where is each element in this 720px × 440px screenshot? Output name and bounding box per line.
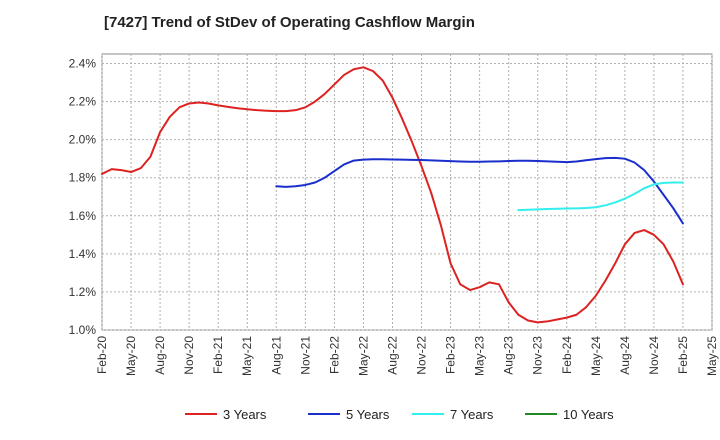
y-tick-label: 2.2%: [69, 95, 97, 109]
legend-label: 10 Years: [563, 407, 614, 422]
x-tick-label: Nov-23: [531, 336, 545, 375]
legend-label: 3 Years: [223, 407, 267, 422]
y-tick-label: 1.6%: [69, 209, 97, 223]
axis-layer: 1.0% 1.2% 1.4% 1.6% 1.8% 2.0% 2.2% 2.4% Feb-20 Ma…: [69, 57, 719, 376]
x-tick-label: May-24: [589, 336, 603, 376]
x-tick-label: Nov-21: [298, 336, 312, 375]
x-tick-label: Aug-21: [269, 336, 283, 375]
x-tick-label: Nov-20: [182, 336, 196, 375]
x-tick-label: Feb-20: [95, 336, 109, 374]
y-tick-label: 2.0%: [69, 133, 97, 147]
grid-layer: [101, 54, 713, 331]
x-tick-label: Nov-22: [415, 336, 429, 375]
series-layer: [101, 66, 684, 324]
x-tick-label: Feb-22: [327, 336, 341, 374]
x-tick-label: Aug-22: [385, 336, 399, 375]
x-tick-label: Nov-24: [647, 336, 661, 375]
series-line-7-years: [517, 181, 684, 212]
legend-label: 5 Years: [346, 407, 390, 422]
x-tick-label: Feb-23: [444, 336, 458, 374]
y-tick-label: 1.0%: [69, 323, 97, 337]
x-tick-label: May-22: [356, 336, 370, 376]
y-tick-label: 1.8%: [69, 171, 97, 185]
y-tick-label: 2.4%: [69, 57, 97, 71]
series-line-3-years: [101, 66, 684, 324]
series-line-5-years: [275, 156, 684, 225]
x-tick-label: Feb-21: [211, 336, 225, 374]
x-tick-label: May-25: [705, 336, 719, 376]
y-tick-label: 1.2%: [69, 285, 97, 299]
x-tick-label: Aug-20: [153, 336, 167, 375]
x-tick-label: Aug-24: [618, 336, 632, 375]
chart-title: [7427] Trend of StDev of Operating Cashf…: [104, 14, 475, 31]
x-tick-label: Feb-24: [560, 336, 574, 374]
x-tick-label: Feb-25: [676, 336, 690, 374]
x-tick-label: May-21: [240, 336, 254, 376]
x-tick-label: May-20: [124, 336, 138, 376]
x-tick-label: Aug-23: [502, 336, 516, 375]
legend: 3 Years 5 Years 7 Years 10 Years: [185, 407, 614, 422]
y-tick-label: 1.4%: [69, 247, 97, 261]
plot-area: [101, 53, 713, 331]
x-tick-label: May-23: [473, 336, 487, 376]
legend-label: 7 Years: [450, 407, 494, 422]
